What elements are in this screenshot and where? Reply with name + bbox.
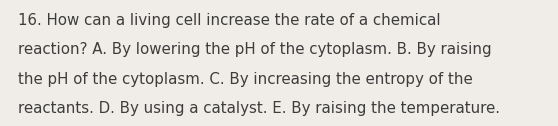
Text: reaction? A. By lowering the pH of the cytoplasm. B. By raising: reaction? A. By lowering the pH of the c…: [18, 42, 492, 57]
Text: the pH of the cytoplasm. C. By increasing the entropy of the: the pH of the cytoplasm. C. By increasin…: [18, 72, 473, 87]
Text: reactants. D. By using a catalyst. E. By raising the temperature.: reactants. D. By using a catalyst. E. By…: [18, 101, 500, 116]
Text: 16. How can a living cell increase the rate of a chemical: 16. How can a living cell increase the r…: [18, 13, 440, 28]
